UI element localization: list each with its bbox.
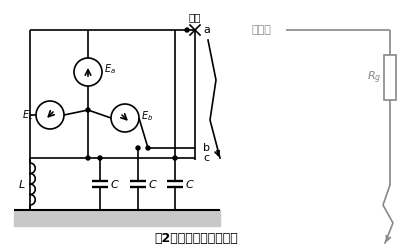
Bar — [384, 55, 396, 100]
Text: b: b — [203, 143, 210, 153]
Text: 切断: 切断 — [189, 12, 201, 22]
Bar — [14, 210, 220, 226]
Circle shape — [136, 146, 140, 150]
Text: c: c — [203, 153, 209, 163]
Circle shape — [98, 156, 102, 160]
Text: $C$: $C$ — [185, 178, 195, 190]
Circle shape — [86, 108, 90, 112]
Text: $E_a$: $E_a$ — [104, 62, 116, 76]
Text: または: または — [252, 25, 272, 35]
Text: $C$: $C$ — [148, 178, 158, 190]
Text: $R_g$: $R_g$ — [367, 69, 381, 86]
Circle shape — [86, 156, 90, 160]
Circle shape — [173, 156, 177, 160]
Text: $E_b$: $E_b$ — [141, 109, 153, 123]
Circle shape — [185, 28, 189, 32]
Text: 第2図　回路の切断箇所: 第2図 回路の切断箇所 — [154, 232, 238, 245]
Text: $L$: $L$ — [19, 178, 26, 190]
Text: $E_c$: $E_c$ — [22, 108, 34, 122]
Text: $C$: $C$ — [110, 178, 120, 190]
Text: a: a — [203, 25, 210, 35]
Circle shape — [146, 146, 150, 150]
